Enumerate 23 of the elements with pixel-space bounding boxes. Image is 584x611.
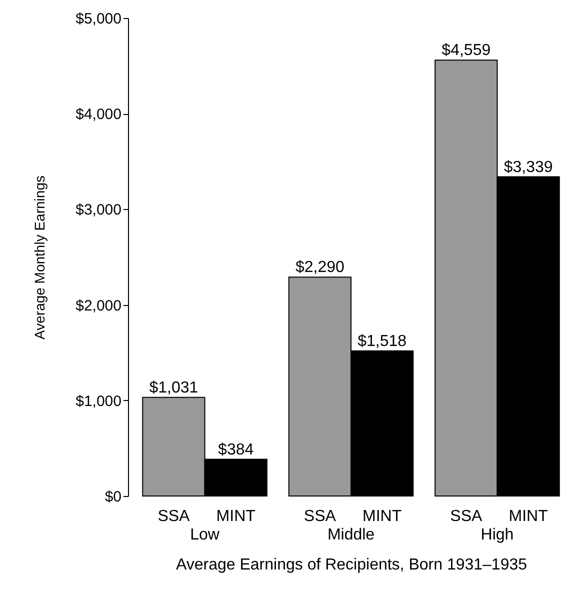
series-label: SSA [158,508,190,525]
x-axis-title: Average Earnings of Recipients, Born 1931–1935 [176,556,528,574]
text: $4,559 [442,42,491,60]
x-tick-label: High [480,526,514,544]
text: $1,031 [149,379,198,396]
y-tick-label: $0 [104,488,122,506]
text: $1,518 [358,332,407,350]
y-axis-title: Average Monthly Earnings [32,176,48,340]
y-tick-label: $3,000 [76,202,122,219]
series-label: MINT [216,508,256,525]
text: SSA [450,508,482,525]
x-tick-label: Middle [327,526,375,544]
text: $3,339 [504,158,553,176]
x-tick-label: Low [190,526,220,544]
y-tick-label: $4,000 [76,106,122,124]
text: $384 [218,441,254,458]
text: MINT [362,508,402,525]
y-tick-label: $1,000 [76,392,122,410]
y-tick-label: $5,000 [76,10,122,28]
text: $2,290 [295,259,344,276]
y-tick-label: $2,000 [76,297,122,314]
text: MINT [508,508,548,525]
text: SSA [304,508,336,525]
